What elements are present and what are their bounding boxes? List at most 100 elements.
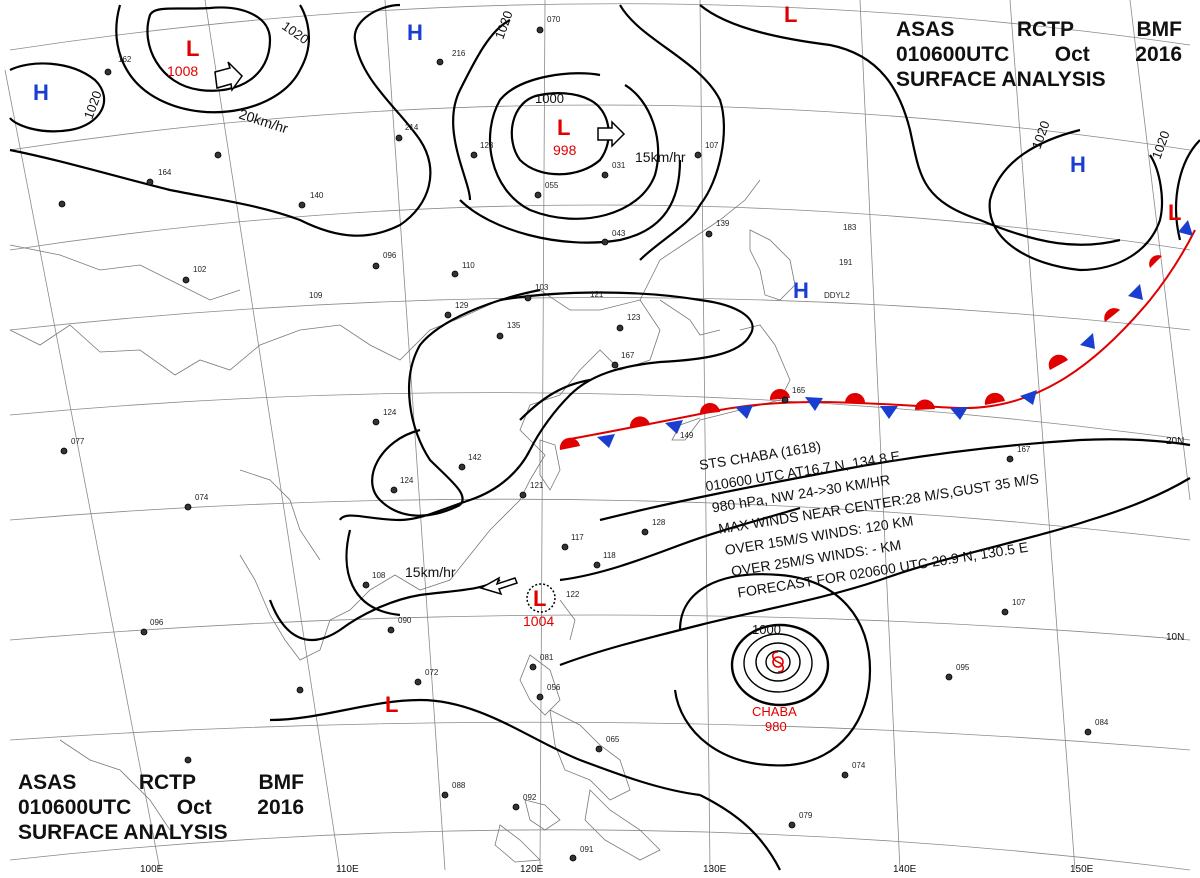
svg-text:124: 124 bbox=[383, 408, 397, 417]
svg-text:191: 191 bbox=[839, 258, 853, 267]
svg-text:122: 122 bbox=[566, 590, 580, 599]
svg-text:183: 183 bbox=[843, 223, 857, 232]
high-northeast-symbol: H bbox=[1070, 152, 1086, 177]
footer-time: 010600UTC bbox=[18, 796, 132, 819]
station-markers bbox=[58, 26, 1092, 862]
svg-text:216: 216 bbox=[452, 49, 466, 58]
low-philippines-symbol: L bbox=[533, 586, 546, 611]
svg-text:128: 128 bbox=[652, 518, 666, 527]
svg-text:162: 162 bbox=[118, 55, 132, 64]
header-time: 010600UTC bbox=[896, 43, 1010, 66]
footer-source: RCTP bbox=[138, 771, 197, 794]
svg-text:103: 103 bbox=[535, 283, 549, 292]
header-top-right: ASAS RCTP BMF 010600UTC Oct 2016 SURFACE… bbox=[896, 17, 1182, 92]
svg-text:167: 167 bbox=[1017, 445, 1031, 454]
svg-text:084: 084 bbox=[1095, 718, 1109, 727]
arrow-low-north bbox=[214, 61, 243, 92]
svg-text:1000: 1000 bbox=[535, 91, 564, 106]
svg-text:074: 074 bbox=[195, 493, 209, 502]
low-central-pressure: 998 bbox=[553, 142, 577, 158]
svg-text:149: 149 bbox=[680, 431, 694, 440]
svg-text:074: 074 bbox=[852, 761, 866, 770]
stationary-front bbox=[559, 220, 1196, 450]
low-north-pressure: 1008 bbox=[167, 63, 198, 79]
footer-title: SURFACE ANALYSIS bbox=[18, 821, 228, 844]
footer-agency: ASAS bbox=[18, 771, 77, 794]
arrow-low-philippines bbox=[479, 576, 518, 596]
coastlines bbox=[9, 179, 796, 863]
storm-pressure-label: 980 bbox=[765, 719, 787, 734]
low-central-symbol: L bbox=[557, 115, 570, 140]
motion-arrows bbox=[214, 61, 626, 596]
isobars bbox=[9, 3, 1200, 871]
svg-text:DDYL2: DDYL2 bbox=[824, 291, 850, 300]
svg-text:167: 167 bbox=[621, 351, 635, 360]
low-philippines-pressure: 1004 bbox=[523, 613, 554, 629]
svg-text:165: 165 bbox=[792, 386, 806, 395]
svg-text:065: 065 bbox=[606, 735, 620, 744]
low-1004-dotted-ring bbox=[526, 583, 556, 613]
svg-text:214: 214 bbox=[405, 123, 419, 132]
svg-text:110: 110 bbox=[462, 261, 475, 270]
svg-text:129: 129 bbox=[455, 301, 469, 310]
svg-text:107: 107 bbox=[705, 141, 719, 150]
header-bottom-left: ASAS RCTP BMF 010600UTC Oct 2016 SURFACE… bbox=[18, 770, 304, 845]
svg-text:043: 043 bbox=[612, 229, 626, 238]
low-east-symbol: L bbox=[1168, 200, 1181, 225]
svg-text:118: 118 bbox=[603, 551, 616, 560]
svg-text:117: 117 bbox=[571, 533, 584, 542]
svg-text:031: 031 bbox=[612, 161, 626, 170]
svg-text:1000: 1000 bbox=[752, 622, 781, 637]
svg-text:096: 096 bbox=[383, 251, 397, 260]
station-observations: 162 070 216 214 123 140 164 055 031 043 … bbox=[71, 15, 1109, 854]
high-japan-symbol: H bbox=[793, 278, 809, 303]
svg-text:108: 108 bbox=[372, 571, 386, 580]
storm-name-label: CHABA bbox=[752, 704, 797, 719]
arrow-low-central bbox=[597, 120, 626, 148]
svg-text:123: 123 bbox=[627, 313, 641, 322]
low-north-symbol: L bbox=[186, 36, 199, 61]
svg-text:123: 123 bbox=[480, 141, 494, 150]
typhoon-symbol bbox=[771, 651, 785, 673]
svg-text:142: 142 bbox=[468, 453, 482, 462]
svg-text:140E: 140E bbox=[893, 864, 917, 875]
graticule bbox=[4, 0, 1191, 871]
grid-labels: 100E 110E 120E 130E 140E 150E 20N 10N bbox=[140, 436, 1184, 875]
high-west-symbol: H bbox=[33, 80, 49, 105]
footer-year: 2016 bbox=[257, 796, 304, 819]
pressure-system-labels: L 1008 L 998 L 1004 L L L H H H H bbox=[33, 2, 1181, 717]
svg-text:102: 102 bbox=[193, 265, 207, 274]
svg-text:081: 081 bbox=[540, 653, 554, 662]
svg-text:096: 096 bbox=[150, 618, 164, 627]
svg-text:070: 070 bbox=[547, 15, 561, 24]
header-month: Oct bbox=[1054, 43, 1090, 66]
svg-text:095: 095 bbox=[956, 663, 970, 672]
svg-text:10N: 10N bbox=[1166, 632, 1184, 643]
svg-text:121: 121 bbox=[530, 481, 544, 490]
svg-text:091: 091 bbox=[580, 845, 594, 854]
svg-text:15km/hr: 15km/hr bbox=[635, 149, 686, 165]
svg-text:056: 056 bbox=[547, 683, 561, 692]
svg-text:110E: 110E bbox=[336, 864, 359, 875]
header-title: SURFACE ANALYSIS bbox=[896, 68, 1106, 91]
svg-text:109: 109 bbox=[309, 291, 323, 300]
header-product: BMF bbox=[1136, 18, 1183, 41]
svg-text:077: 077 bbox=[71, 437, 85, 446]
svg-text:20N: 20N bbox=[1166, 436, 1184, 447]
svg-text:079: 079 bbox=[799, 811, 813, 820]
warm-front-semicircles bbox=[559, 255, 1162, 450]
svg-text:124: 124 bbox=[400, 476, 414, 485]
svg-text:135: 135 bbox=[507, 321, 521, 330]
footer-product: BMF bbox=[258, 771, 305, 794]
svg-text:121: 121 bbox=[590, 290, 604, 299]
low-top-symbol: L bbox=[784, 2, 797, 27]
svg-text:164: 164 bbox=[158, 168, 172, 177]
svg-text:088: 088 bbox=[452, 781, 466, 790]
svg-text:15km/hr: 15km/hr bbox=[405, 564, 456, 580]
low-south-china-sea-symbol: L bbox=[385, 692, 398, 717]
typhoon-isobars bbox=[730, 623, 830, 707]
svg-text:120E: 120E bbox=[520, 864, 544, 875]
high-north-symbol: H bbox=[407, 20, 423, 45]
svg-text:055: 055 bbox=[545, 181, 559, 190]
